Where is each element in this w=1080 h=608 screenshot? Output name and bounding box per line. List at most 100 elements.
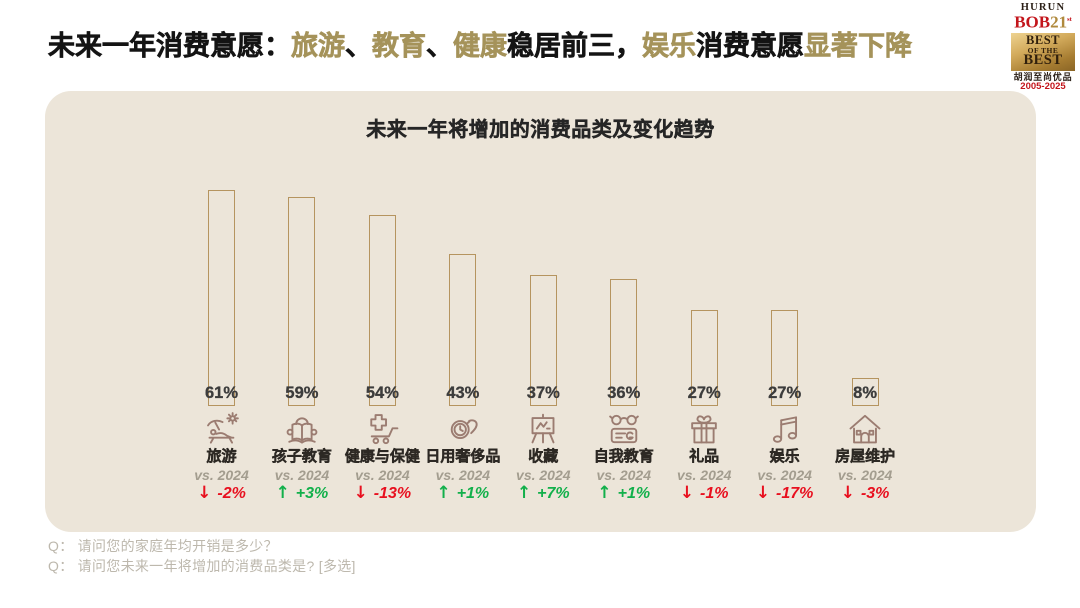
bar-value-label: 8% <box>853 384 878 402</box>
chart-panel: 未来一年将增加的消费品类及变化趋势 61% 旅游 vs. 2024 ↓ -2% 59% 孩… <box>45 91 1036 532</box>
bar-健康与保健 <box>368 215 396 406</box>
bar-value-label: 54% <box>365 384 399 402</box>
change-down: ↓ -17% <box>740 484 830 503</box>
bar-孩子教育 <box>288 197 316 406</box>
bar-旅游 <box>208 190 235 406</box>
change-value: -17% <box>776 485 814 502</box>
change-value: +1% <box>456 485 490 502</box>
title-segment-dark: 、 <box>345 31 373 62</box>
bar-value-label: 27% <box>768 384 802 402</box>
category-label: 自我教育 <box>593 448 654 465</box>
arrow-down-icon: ↓ <box>353 483 374 503</box>
bar-value-label: 43% <box>446 384 480 402</box>
change-down: ↓ -1% <box>659 484 749 503</box>
title-segment-dark: 未来一年消费意愿： <box>48 31 292 62</box>
chart-title: 未来一年将增加的消费品类及变化趋势 <box>366 119 715 141</box>
bar-value-label: 27% <box>687 384 721 402</box>
logo-best-line3: BEST <box>1023 52 1063 69</box>
bar-value-label: 36% <box>607 384 641 402</box>
bar-娱乐 <box>771 310 799 406</box>
title-segment-gold: 娱乐 <box>642 31 697 62</box>
bar-chart: 61% 旅游 vs. 2024 ↓ -2% 59% 孩子教育 vs. 2024 ↑ +3% 54… <box>45 91 1036 532</box>
arrow-down-icon: ↓ <box>840 483 861 503</box>
arrow-down-icon: ↓ <box>755 483 777 503</box>
title-segment-gold: 显著下降 <box>804 31 913 62</box>
arrow-up-icon: ↑ <box>436 483 457 503</box>
title-segment-dark: 稳居前三， <box>507 31 643 62</box>
bar-礼品 <box>690 310 718 406</box>
logo-bob-line: BOB21st <box>1006 13 1080 30</box>
change-down: ↓ -2% <box>177 484 267 503</box>
bar-房屋维护 <box>851 378 879 406</box>
wristwatch-icon <box>444 410 482 448</box>
child-reading-icon <box>283 410 321 448</box>
logo-brand-text: HURUN <box>1020 2 1066 13</box>
change-down: ↓ -3% <box>820 484 910 503</box>
music-notes-icon <box>766 410 804 448</box>
comparison-label: vs. 2024 <box>757 467 812 483</box>
title-segment-gold: 健康 <box>453 31 508 62</box>
hurun-bob-logo: HURUN BOB21st BEST OF THE BEST 胡润至尚优品 20… <box>1006 2 1080 93</box>
logo-edition-suffix: st <box>1067 16 1072 23</box>
comparison-label: vs. 2024 <box>837 467 893 483</box>
logo-chinese-name: 胡润至尚优品 <box>1013 71 1073 82</box>
arrow-up-icon: ↑ <box>597 483 618 503</box>
category-label: 旅游 <box>206 448 237 465</box>
category-label: 孩子教育 <box>271 448 332 465</box>
category-label: 日用奢侈品 <box>425 448 501 465</box>
logo-best-of-the-best-badge: BEST OF THE BEST <box>1011 33 1075 71</box>
bar-日用奢侈品 <box>449 254 477 406</box>
gift-box-icon <box>685 410 723 448</box>
arrow-up-icon: ↑ <box>516 483 538 503</box>
easel-icon <box>524 410 562 448</box>
logo-best-line1: BEST <box>1026 33 1060 48</box>
logo-best-line2: OF THE <box>1027 45 1059 55</box>
category-label: 礼品 <box>689 448 720 465</box>
comparison-label: vs. 2024 <box>274 467 330 483</box>
bar-value-label: 61% <box>204 384 239 402</box>
comparison-label: vs. 2024 <box>355 467 410 483</box>
comparison-label: vs. 2024 <box>676 467 732 483</box>
logo-years: 2005-2025 <box>1020 81 1066 93</box>
survey-questions: Q： 请问您的家庭年均开销是多少？ Q： 请问您未来一年将增加的消费品类是? [多… <box>48 536 356 576</box>
change-up: ↑ +1% <box>579 484 669 503</box>
title-segment-dark: 消费意愿 <box>696 31 805 62</box>
category-label: 房屋维护 <box>835 448 896 465</box>
arrow-up-icon: ↑ <box>275 483 296 503</box>
category-label: 娱乐 <box>769 448 800 465</box>
change-value: -3% <box>860 485 890 502</box>
change-value: +7% <box>537 485 570 502</box>
change-value: -1% <box>700 485 729 502</box>
page-title: 未来一年消费意愿：旅游、教育、健康稳居前三，娱乐消费意愿显著下降 <box>48 30 913 62</box>
change-value: +1% <box>617 485 651 502</box>
survey-question: Q： 请问您的家庭年均开销是多少？ <box>48 538 278 554</box>
beach-lounger-icon <box>203 410 241 448</box>
arrow-down-icon: ↓ <box>197 483 218 503</box>
comparison-label: vs. 2024 <box>435 467 491 483</box>
comparison-label: vs. 2024 <box>516 467 571 483</box>
arrow-down-icon: ↓ <box>679 483 701 503</box>
medical-cart-icon <box>363 410 401 448</box>
change-up: ↑ +1% <box>418 484 508 503</box>
comparison-label: vs. 2024 <box>596 467 652 483</box>
logo-bob-text: BOB <box>1014 12 1051 32</box>
bar-自我教育 <box>610 279 638 406</box>
house-icon <box>846 410 884 448</box>
change-value: -13% <box>373 485 412 502</box>
glasses-card-icon <box>605 410 643 448</box>
change-up: ↑ +7% <box>498 484 588 503</box>
comparison-label: vs. 2024 <box>194 467 249 483</box>
bar-value-label: 37% <box>526 384 560 402</box>
bar-收藏 <box>529 275 557 406</box>
title-segment-gold: 教育 <box>372 31 427 62</box>
change-value: +3% <box>295 485 329 502</box>
change-down: ↓ -13% <box>337 484 427 503</box>
category-label: 健康与保健 <box>344 448 420 465</box>
title-segment-dark: 、 <box>426 31 454 62</box>
category-label: 收藏 <box>528 448 559 465</box>
change-value: -2% <box>217 485 246 502</box>
survey-question: Q： 请问您未来一年将增加的消费品类是? [多选] <box>48 558 356 574</box>
title-segment-gold: 旅游 <box>291 31 346 62</box>
logo-edition-number: 21 <box>1050 12 1068 32</box>
